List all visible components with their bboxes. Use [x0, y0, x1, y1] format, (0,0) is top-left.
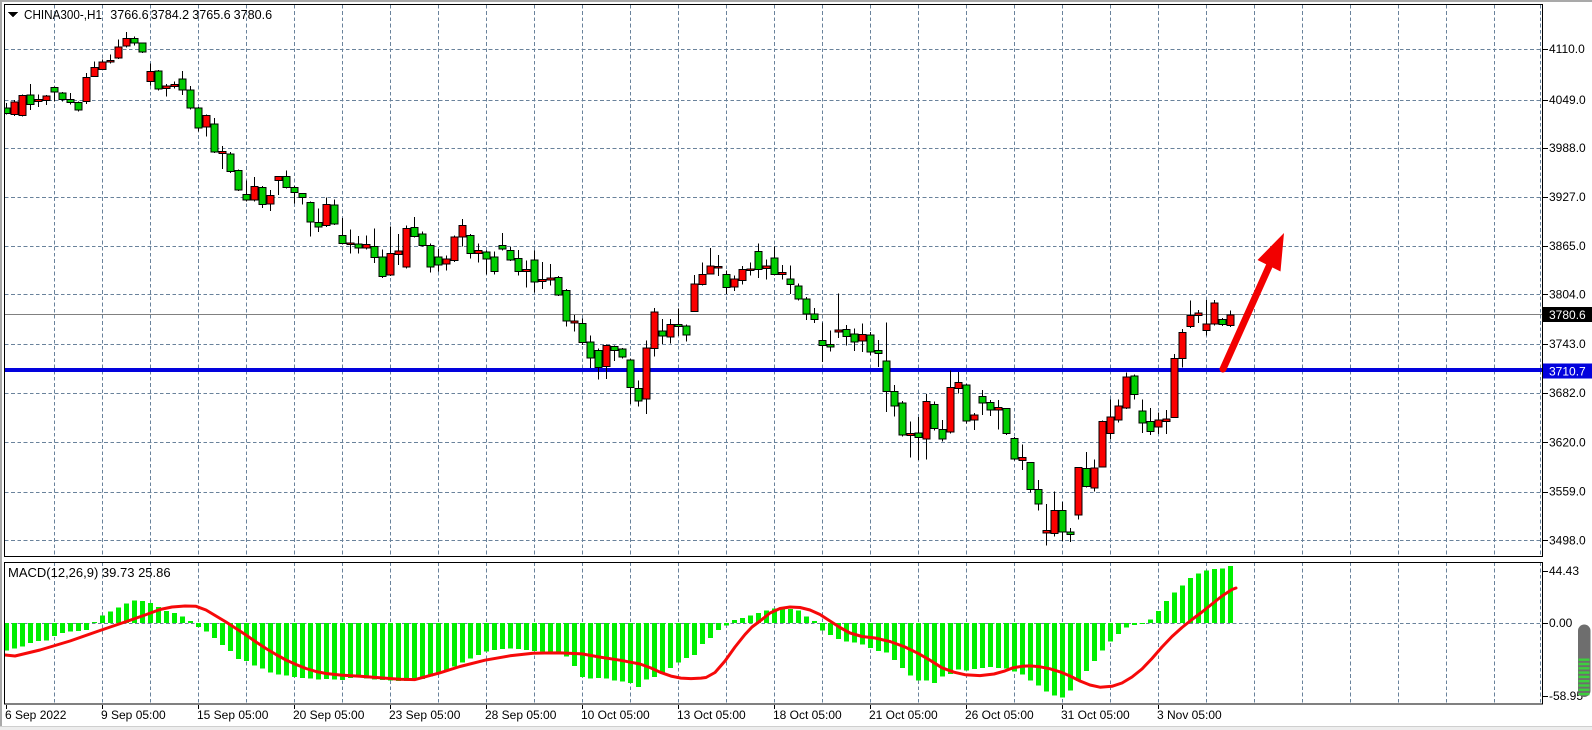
- svg-text:3682.0: 3682.0: [1549, 386, 1586, 400]
- svg-text:3765.6: 3765.6: [192, 7, 231, 22]
- svg-text:6 Sep 2022: 6 Sep 2022: [5, 708, 67, 722]
- svg-text:28 Sep 05:00: 28 Sep 05:00: [485, 708, 557, 722]
- svg-text:3865.0: 3865.0: [1549, 239, 1586, 253]
- svg-text:3766.6: 3766.6: [110, 7, 149, 22]
- svg-text:0.00: 0.00: [1549, 616, 1573, 630]
- svg-text:3780.6: 3780.6: [234, 7, 273, 22]
- svg-text:3927.0: 3927.0: [1549, 190, 1586, 204]
- svg-text:44.43: 44.43: [1549, 564, 1579, 578]
- svg-text:3620.0: 3620.0: [1549, 436, 1586, 450]
- svg-text:21 Oct 05:00: 21 Oct 05:00: [869, 708, 938, 722]
- svg-text:3804.0: 3804.0: [1549, 288, 1586, 302]
- svg-text:18 Oct 05:00: 18 Oct 05:00: [773, 708, 842, 722]
- svg-text:CHINA300-,H1: CHINA300-,H1: [24, 7, 102, 22]
- svg-text:20 Sep 05:00: 20 Sep 05:00: [293, 708, 365, 722]
- svg-text:3 Nov 05:00: 3 Nov 05:00: [1157, 708, 1222, 722]
- svg-text:4110.0: 4110.0: [1549, 42, 1585, 56]
- svg-text:3710.7: 3710.7: [1549, 364, 1586, 378]
- svg-text:4049.0: 4049.0: [1549, 93, 1586, 107]
- svg-text:3743.0: 3743.0: [1549, 337, 1586, 351]
- svg-text:9 Sep 05:00: 9 Sep 05:00: [101, 708, 166, 722]
- svg-text:15 Sep 05:00: 15 Sep 05:00: [197, 708, 269, 722]
- svg-text:3559.0: 3559.0: [1549, 485, 1586, 499]
- svg-text:31 Oct 05:00: 31 Oct 05:00: [1061, 708, 1130, 722]
- svg-text:13 Oct 05:00: 13 Oct 05:00: [677, 708, 746, 722]
- svg-text:MACD(12,26,9) 39.73 25.86: MACD(12,26,9) 39.73 25.86: [8, 565, 171, 580]
- svg-text:10 Oct 05:00: 10 Oct 05:00: [581, 708, 650, 722]
- svg-text:3988.0: 3988.0: [1549, 141, 1586, 155]
- svg-text:3498.0: 3498.0: [1549, 534, 1586, 548]
- svg-text:-58.95: -58.95: [1549, 689, 1583, 703]
- svg-text:23 Sep 05:00: 23 Sep 05:00: [389, 708, 461, 722]
- svg-text:3780.6: 3780.6: [1549, 308, 1586, 322]
- svg-text:3784.2: 3784.2: [151, 7, 190, 22]
- svg-text:26 Oct 05:00: 26 Oct 05:00: [965, 708, 1034, 722]
